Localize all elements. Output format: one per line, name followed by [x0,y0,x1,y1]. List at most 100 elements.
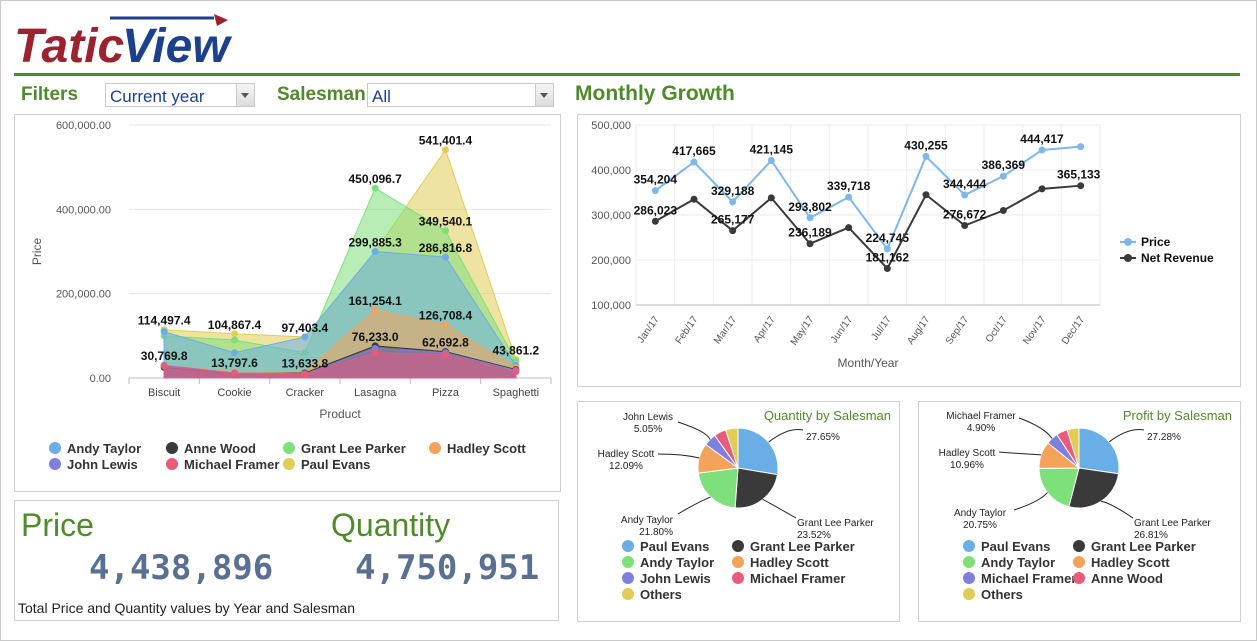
area-data-label: 97,403.4 [281,321,328,335]
period-select[interactable]: Current year [105,83,255,107]
legend-item-anne-wood[interactable]: Anne Wood [166,441,256,456]
line-data-label: 344,444 [943,177,987,191]
pie-slice-others[interactable] [725,427,739,469]
legend-item-andy-taylor[interactable]: Andy Taylor [963,555,1055,570]
line-x-tick-label: Aug/17 [905,314,932,347]
legend-item-others[interactable]: Others [963,587,1023,602]
pie-title: Profit by Salesman [1123,408,1232,423]
line-point-net-revenue[interactable] [999,207,1007,214]
legend-item-john-lewis[interactable]: John Lewis [49,457,138,472]
area-point-andy-taylor[interactable] [442,253,449,261]
pie-leader-line [677,496,711,515]
line-point-net-revenue[interactable] [961,221,969,229]
area-point-andy-taylor[interactable] [301,333,309,341]
line-point-net-revenue[interactable] [1038,185,1046,193]
line-x-tick-label: Nov/17 [1021,314,1048,347]
legend-item-paul-evans[interactable]: Paul Evans [622,539,709,554]
line-point-price[interactable] [845,193,853,201]
legend-item-andy-taylor[interactable]: Andy Taylor [622,555,714,570]
area-point-paul-evans[interactable] [442,146,449,154]
legend-item-hadley-scott[interactable]: Hadley Scott [429,441,526,456]
pie-leader-line [657,453,700,459]
legend-item-michael-framer[interactable]: Michael Framer [963,571,1076,586]
area-point-grant-lee-parker[interactable] [231,336,238,344]
area-x-tick-label: Cookie [217,387,251,399]
area-point-michael-framer[interactable] [231,369,238,377]
line-y-tick-label: 100,000 [591,300,631,312]
chevron-down-icon[interactable] [236,84,254,106]
legend-marker [283,442,295,454]
line-point-net-revenue[interactable] [1077,182,1085,190]
legend-label: Grant Lee Parker [301,441,406,456]
chevron-down-icon[interactable] [535,84,553,106]
line-point-price[interactable] [690,158,698,166]
area-point-grant-lee-parker[interactable] [371,184,379,192]
line-point-price[interactable] [1077,143,1085,151]
line-point-net-revenue[interactable] [690,195,698,203]
area-data-label: 43,861.2 [492,344,539,358]
area-point-michael-framer[interactable] [160,362,168,370]
area-point-hadley-scott[interactable] [442,321,449,329]
line-point-price[interactable] [651,187,659,195]
salesman-select[interactable]: All [367,83,554,107]
line-data-label: 339,718 [827,179,871,193]
legend-item-anne-wood[interactable]: Anne Wood [1073,571,1163,586]
legend-item-grant-lee-parker[interactable]: Grant Lee Parker [732,539,855,554]
area-point-paul-evans[interactable] [231,330,238,338]
legend-item-michael-framer[interactable]: Michael Framer [166,457,279,472]
line-point-net-revenue[interactable] [651,217,659,225]
legend-item-grant-lee-parker[interactable]: Grant Lee Parker [1073,539,1196,554]
line-series-price[interactable] [654,145,1081,251]
line-x-tick-label: Mar/17 [712,314,739,346]
pie-label-name: Michael Framer [946,411,1016,422]
area-point-michael-framer[interactable] [371,349,379,357]
area-point-andy-taylor[interactable] [371,248,379,256]
legend-item-others[interactable]: Others [622,587,682,602]
pie-slice-paul-evans[interactable] [737,427,779,476]
pie-slice-andy-taylor[interactable] [1038,467,1080,508]
line-point-price[interactable] [883,245,891,253]
line-point-price[interactable] [1038,146,1046,154]
line-point-net-revenue[interactable] [845,224,853,232]
line-data-label: 276,672 [943,207,987,221]
pie-slice-andy-taylor[interactable] [697,467,739,509]
line-point-net-revenue[interactable] [922,191,930,199]
line-x-tick-label: Dec/17 [1060,314,1087,347]
legend-item-john-lewis[interactable]: John Lewis [622,571,711,586]
line-point-price[interactable] [729,198,737,206]
line-point-net-revenue[interactable] [729,227,737,235]
area-point-andy-taylor[interactable] [160,328,168,336]
line-point-price[interactable] [922,152,930,160]
area-point-michael-framer[interactable] [512,368,520,376]
pie-slice-others[interactable] [1066,427,1080,469]
legend-item-paul-evans[interactable]: Paul Evans [283,457,370,472]
area-point-grant-lee-parker[interactable] [442,227,449,235]
line-data-label: 444,417 [1020,132,1064,146]
line-point-price[interactable] [961,191,969,199]
legend-item-hadley-scott[interactable]: Hadley Scott [732,555,829,570]
legend-marker [49,458,61,470]
area-point-andy-taylor[interactable] [231,349,238,357]
area-point-michael-framer[interactable] [301,370,309,378]
area-point-michael-framer[interactable] [442,351,449,359]
line-legend-label-net-revenue[interactable]: Net Revenue [1141,251,1214,265]
pie-label-percent: 26.81% [1134,530,1168,541]
line-legend-label-price[interactable]: Price [1141,235,1171,249]
area-point-hadley-scott[interactable] [371,306,379,314]
legend-label: Others [981,587,1023,602]
pie-slice-grant-lee-parker[interactable] [1068,467,1120,509]
line-point-price[interactable] [999,172,1007,180]
line-series-net-revenue[interactable] [654,184,1081,271]
line-point-price[interactable] [767,156,775,164]
line-point-net-revenue[interactable] [883,264,891,272]
pie-slice-paul-evans[interactable] [1078,427,1120,475]
pie-slice-grant-lee-parker[interactable] [734,467,779,509]
legend-item-hadley-scott[interactable]: Hadley Scott [1073,555,1170,570]
legend-item-grant-lee-parker[interactable]: Grant Lee Parker [283,441,406,456]
line-point-net-revenue[interactable] [767,194,775,202]
legend-item-andy-taylor[interactable]: Andy Taylor [49,441,141,456]
legend-item-michael-framer[interactable]: Michael Framer [732,571,845,586]
line-point-net-revenue[interactable] [806,240,814,248]
line-point-price[interactable] [806,214,814,222]
legend-item-paul-evans[interactable]: Paul Evans [963,539,1050,554]
